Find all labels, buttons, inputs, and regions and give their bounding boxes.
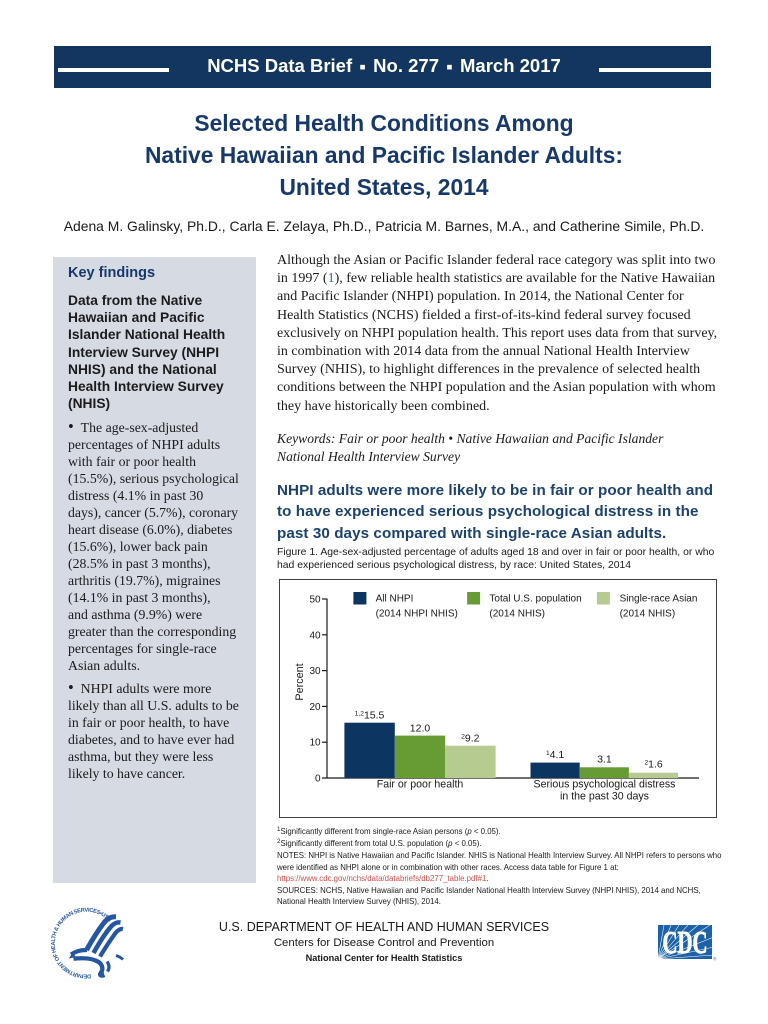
svg-text:40: 40 (309, 630, 321, 641)
svg-text:Single-race Asian: Single-race Asian (620, 594, 698, 605)
svg-text:(2014 NHIS): (2014 NHIS) (489, 609, 545, 620)
svg-text:Fair or poor health: Fair or poor health (377, 779, 464, 791)
svg-text:0: 0 (315, 774, 321, 785)
svg-text:All NHPI: All NHPI (376, 594, 414, 605)
svg-text:Percent: Percent (294, 663, 306, 700)
svg-text:21.6: 21.6 (644, 758, 662, 770)
svg-text:12.0: 12.0 (410, 723, 431, 735)
svg-text:in the past 30 days: in the past 30 days (560, 791, 649, 803)
svg-text:CDC: CDC (663, 925, 708, 960)
svg-text:1,215.5: 1,215.5 (355, 709, 385, 721)
svg-text:29.2: 29.2 (461, 733, 479, 745)
svg-text:30: 30 (309, 666, 321, 677)
svg-text:®: ® (713, 955, 717, 961)
svg-text:Total U.S. population: Total U.S. population (489, 594, 581, 605)
svg-text:(2014 NHIS): (2014 NHIS) (620, 609, 676, 620)
svg-text:10: 10 (309, 738, 321, 749)
svg-text:14.1: 14.1 (546, 749, 564, 761)
svg-text:20: 20 (309, 702, 321, 713)
svg-text:50: 50 (309, 595, 321, 606)
svg-text:(2014 NHPI NHIS): (2014 NHPI NHIS) (376, 609, 458, 620)
svg-text:3.1: 3.1 (597, 754, 612, 766)
svg-text:Serious psychological distress: Serious psychological distress (534, 779, 676, 791)
